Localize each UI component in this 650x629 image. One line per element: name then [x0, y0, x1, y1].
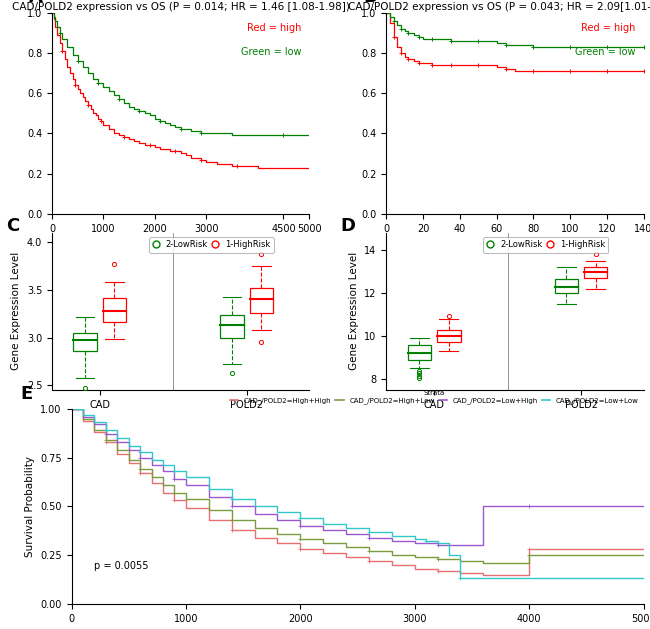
Bar [408, 345, 431, 360]
X-axis label: Time (months): Time (months) [477, 239, 553, 249]
Text: C: C [6, 217, 19, 235]
Text: Red = high: Red = high [247, 23, 302, 33]
Bar [250, 288, 273, 313]
X-axis label: Time (days): Time (days) [150, 239, 211, 249]
Bar [437, 330, 461, 342]
Text: B: B [363, 0, 377, 6]
Text: Green = low: Green = low [241, 47, 302, 57]
Bar [220, 314, 244, 338]
Text: Green = low: Green = low [575, 47, 636, 57]
Y-axis label: Gene Expression Level: Gene Expression Level [348, 252, 359, 370]
Title: CAD/POLD2 expression vs OS (P = 0.014; HR = 1.46 [1.08-1.98]): CAD/POLD2 expression vs OS (P = 0.014; H… [12, 2, 350, 12]
Legend: 2-LowRisk, 1-HighRisk: 2-LowRisk, 1-HighRisk [483, 237, 608, 253]
Bar [554, 279, 578, 293]
Y-axis label: Gene Expression Level: Gene Expression Level [11, 252, 21, 370]
Bar [103, 298, 126, 322]
Text: E: E [20, 386, 32, 403]
Y-axis label: Survival Probability: Survival Probability [25, 456, 34, 557]
Text: p = 0.0055: p = 0.0055 [94, 560, 149, 571]
Bar [584, 267, 608, 278]
Title: CAD/POLD2 expression vs OS (P = 0.043; HR = 2.09[1.01-4.33]): CAD/POLD2 expression vs OS (P = 0.043; H… [348, 2, 650, 12]
Text: D: D [340, 217, 355, 235]
Bar [73, 333, 97, 351]
Legend: CAD_/POLD2=High+High, CAD_/POLD2=High+Low, CAD_/POLD2=Low+High, CAD_/POLD2=Low+L: CAD_/POLD2=High+High, CAD_/POLD2=High+Lo… [228, 389, 640, 406]
Text: Red = high: Red = high [581, 23, 636, 33]
Legend: 2-LowRisk, 1-HighRisk: 2-LowRisk, 1-HighRisk [149, 237, 274, 253]
Text: A: A [29, 0, 43, 6]
